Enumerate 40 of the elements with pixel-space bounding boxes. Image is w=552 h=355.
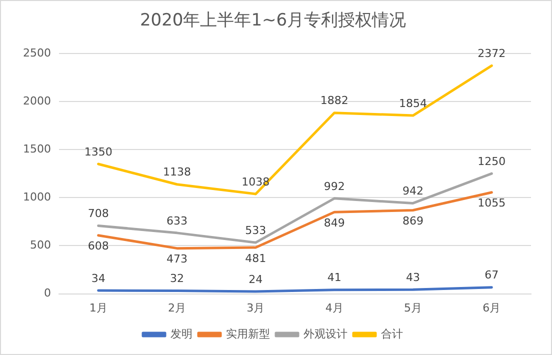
data-label: 473 [166,252,188,266]
y-tick-label: 1000 [22,190,51,204]
x-tick-label: 3月 [246,301,265,314]
data-label: 1350 [84,145,112,158]
legend-label: 发明 [170,327,192,340]
data-label: 1138 [162,166,191,179]
legend-label: 合计 [381,327,403,340]
data-label: 869 [402,214,424,228]
x-tick-label: 1月 [89,301,108,314]
data-label: 34 [91,272,106,285]
chart-title: 2020年上半年1~6月专利授权情况 [140,10,406,31]
data-label: 43 [406,271,420,284]
data-label: 67 [484,268,499,282]
y-tick-label: 500 [30,238,51,252]
y-tick-label: 0 [44,286,51,300]
x-tick-label: 6月 [482,301,501,314]
x-tick-label: 2月 [168,301,186,314]
data-label: 992 [324,180,345,193]
data-label: 533 [245,224,266,237]
y-tick-label: 1500 [22,142,51,156]
x-tick-label: 5月 [404,301,422,314]
data-label: 41 [327,271,342,284]
data-label: 481 [245,252,266,265]
data-label: 32 [170,272,184,286]
legend-label: 外观设计 [304,327,348,340]
data-label: 708 [88,207,109,220]
y-tick-label: 2500 [22,46,51,60]
data-label: 1250 [478,154,506,168]
data-label: 1882 [320,94,348,108]
y-tick-label: 2000 [22,94,51,108]
data-label: 24 [248,272,263,286]
data-label: 1854 [399,96,427,110]
data-label: 1055 [478,196,506,210]
data-label: 849 [324,216,345,230]
data-label: 2372 [478,47,506,60]
data-label: 633 [166,214,188,228]
x-tick-label: 4月 [325,301,344,314]
data-label: 608 [88,240,109,253]
data-label: 942 [402,184,424,198]
legend-label: 实用新型 [226,327,270,340]
